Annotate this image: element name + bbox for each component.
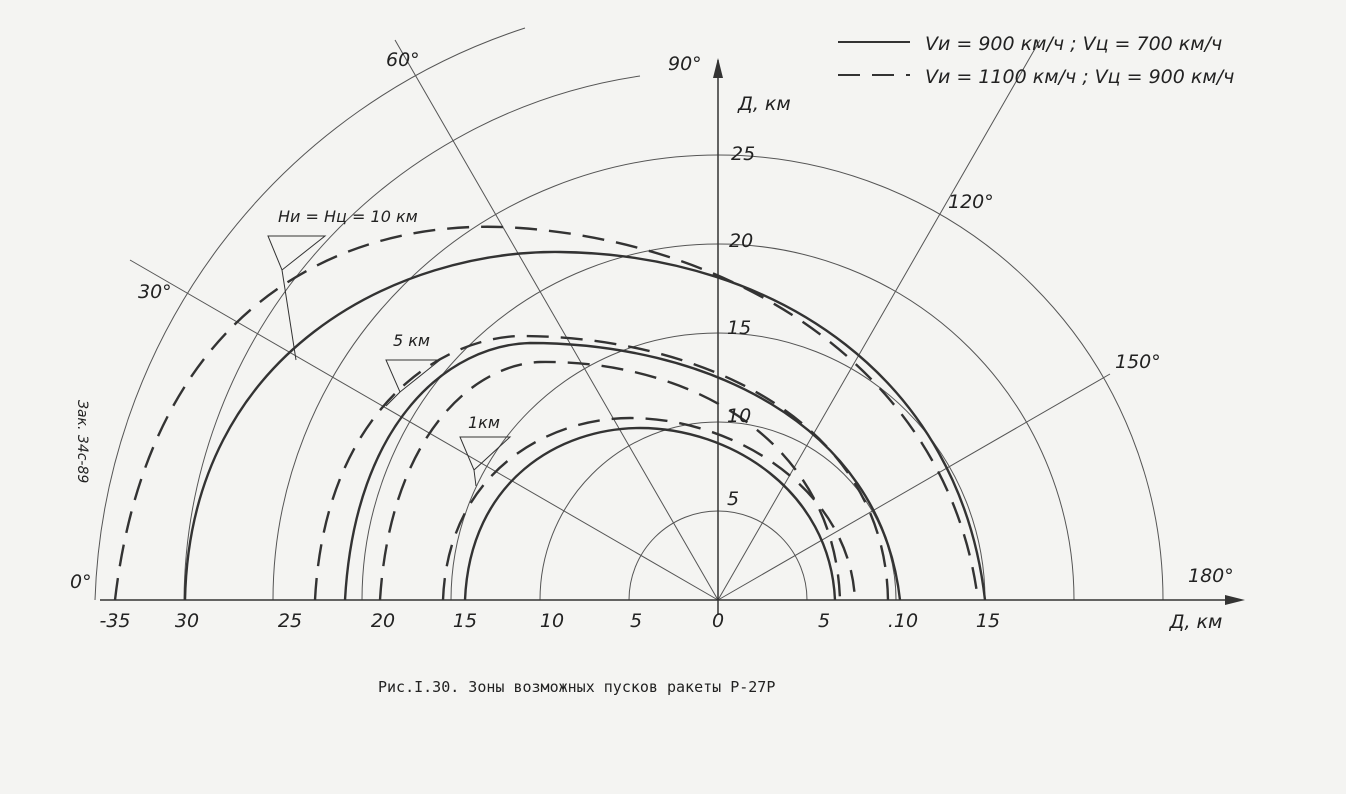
y-tick-label: 5: [727, 488, 739, 510]
legend-label: Vи = 900 км/ч ; Vц = 700 км/ч: [925, 33, 1222, 55]
flags: [267, 235, 512, 487]
x-axis-label: Д, км: [1169, 611, 1223, 633]
stamp: Зак. 34с-89: [74, 400, 90, 483]
x-tick-label: 20: [371, 610, 395, 632]
zones: [113, 225, 987, 601]
x-tick-label: 15: [453, 610, 477, 632]
x-tick-label: .10: [888, 610, 918, 632]
legend: Vи = 900 км/ч ; Vц = 700 км/ч Vи = 1100 …: [838, 33, 1234, 88]
y-axis: 5 10 15 20 25 Д, км: [727, 93, 791, 510]
y-tick-label: 25: [731, 143, 755, 165]
altitude-label: Ни = Нц = 10 км: [278, 207, 418, 226]
y-axis-label: Д, км: [737, 93, 791, 115]
caption: Рис.I.30. Зоны возможных пусков ракеты Р…: [378, 678, 775, 696]
x-axis: -35 30 25 20 15 10 5 0 5 .10 15 Д, км: [99, 610, 1222, 633]
angle-label: 90°: [668, 53, 702, 75]
x-tick-label: 5: [818, 610, 830, 632]
x-tick-label: -35: [99, 610, 130, 632]
x-tick-label: 30: [175, 610, 199, 632]
altitude-label: 5 км: [393, 331, 430, 350]
angle-label: 0°: [70, 571, 92, 593]
x-tick-label: 15: [976, 610, 1000, 632]
altitude-labels: Ни = Нц = 10 км 5 км 1км: [278, 207, 500, 432]
x-tick-label: 25: [278, 610, 302, 632]
grid: [94, 27, 1245, 615]
angle-label: 150°: [1115, 351, 1161, 373]
angle-label: 30°: [138, 281, 172, 303]
y-tick-label: 20: [729, 230, 753, 252]
x-tick-label: 5: [630, 610, 642, 632]
angle-label: 60°: [386, 49, 420, 71]
angle-label: 120°: [948, 191, 994, 213]
angle-labels: 0° 30° 60° 90° 120° 150° 180°: [70, 49, 1234, 593]
y-tick-label: 10: [727, 405, 751, 427]
x-tick-label: 10: [540, 610, 564, 632]
y-tick-label: 15: [727, 317, 751, 339]
altitude-label: 1км: [468, 413, 500, 432]
x-tick-label: 0: [712, 610, 724, 632]
legend-label: Vи = 1100 км/ч ; Vц = 900 км/ч: [925, 66, 1234, 88]
angle-label: 180°: [1188, 565, 1234, 587]
